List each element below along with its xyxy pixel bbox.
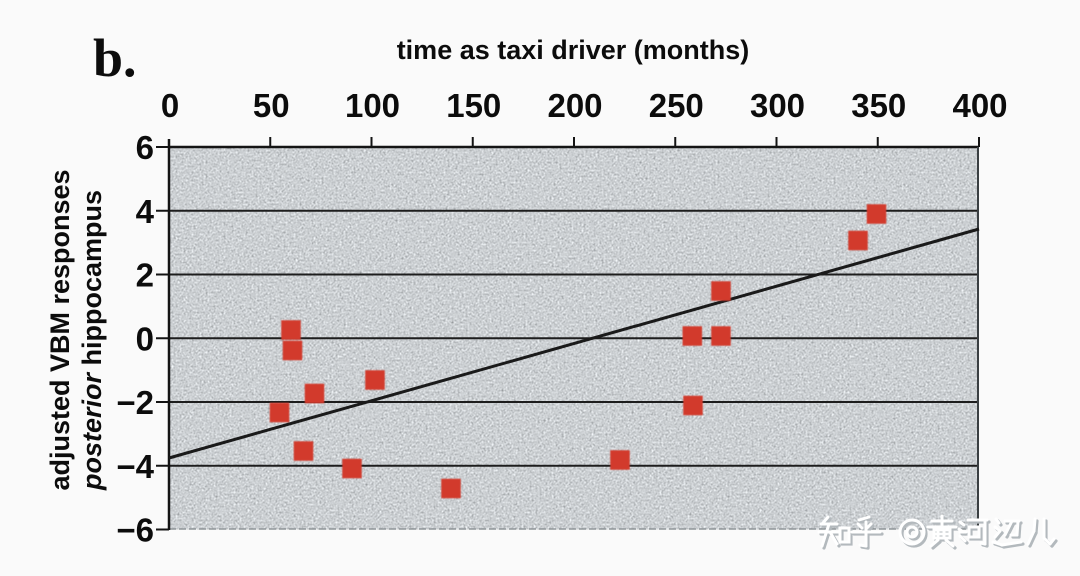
svg-text:0: 0 <box>136 320 154 357</box>
svg-text:400: 400 <box>952 87 1007 124</box>
svg-text:150: 150 <box>446 87 501 124</box>
svg-text:6: 6 <box>136 129 154 166</box>
svg-text:−2: −2 <box>116 384 154 421</box>
svg-text:200: 200 <box>547 87 602 124</box>
svg-text:0: 0 <box>161 87 179 124</box>
svg-text:4: 4 <box>136 193 155 230</box>
svg-text:−4: −4 <box>116 448 154 485</box>
svg-text:b.: b. <box>93 28 137 88</box>
svg-text:posterior hippocampus: posterior hippocampus <box>77 190 107 491</box>
svg-text:350: 350 <box>851 87 906 124</box>
svg-text:time as taxi driver (months): time as taxi driver (months) <box>397 35 750 65</box>
svg-text:300: 300 <box>750 87 805 124</box>
svg-text:250: 250 <box>649 87 704 124</box>
svg-text:−6: −6 <box>116 512 154 549</box>
svg-text:adjusted VBM responses: adjusted VBM responses <box>45 169 75 490</box>
svg-text:100: 100 <box>345 87 400 124</box>
svg-text:2: 2 <box>136 257 154 294</box>
svg-text:50: 50 <box>253 87 290 124</box>
